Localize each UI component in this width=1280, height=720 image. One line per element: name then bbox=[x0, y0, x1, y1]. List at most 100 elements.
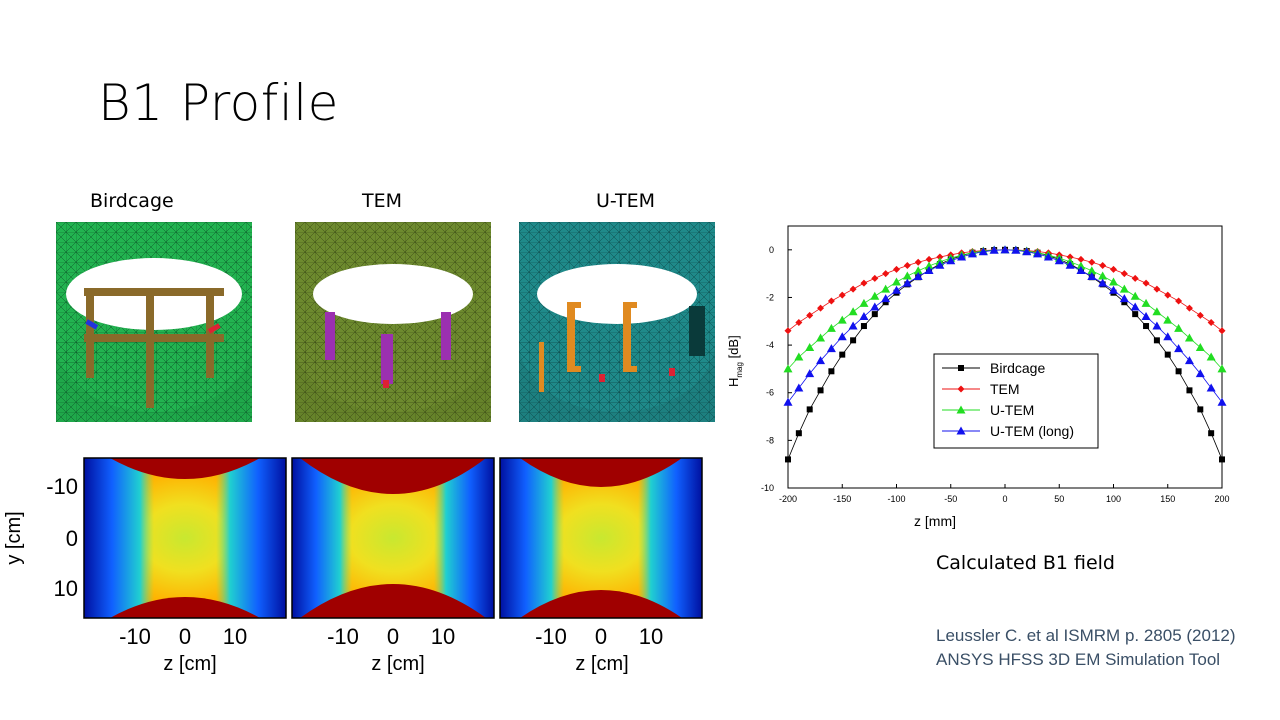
chart-point-s1 bbox=[1208, 430, 1215, 437]
chart-point-s4 bbox=[1098, 278, 1108, 287]
chart-point-s2 bbox=[1207, 318, 1215, 326]
chart-point-s4 bbox=[1119, 294, 1129, 303]
chart-point-s3 bbox=[913, 266, 923, 275]
chart-point-s3 bbox=[1206, 352, 1216, 361]
chart-point-s2 bbox=[817, 304, 825, 312]
map-ytick-2: 0 bbox=[66, 526, 78, 551]
chart-point-s4 bbox=[902, 278, 912, 287]
chart-point-s4 bbox=[1163, 332, 1173, 341]
chart-legend-label: TEM bbox=[990, 381, 1020, 397]
chart-point-s2 bbox=[1066, 253, 1074, 261]
chart-point-s3 bbox=[881, 284, 891, 293]
chart-point-s4 bbox=[1065, 260, 1075, 269]
map2-xtick-2: 0 bbox=[387, 624, 399, 649]
chart-point-s2 bbox=[827, 297, 835, 305]
chart-ytick-label: -6 bbox=[766, 388, 774, 398]
map-ylabel: y [cm] bbox=[3, 511, 25, 564]
chart-point-s3 bbox=[1217, 364, 1227, 373]
chart-point-s4 bbox=[837, 332, 847, 341]
chart-legend-label: U-TEM (long) bbox=[990, 423, 1074, 439]
chart-point-s2 bbox=[1120, 270, 1128, 278]
chart-point-s4 bbox=[913, 271, 923, 280]
chart-point-s1 bbox=[828, 368, 835, 375]
chart-point-s2 bbox=[882, 270, 890, 278]
chart-legend-marker bbox=[957, 385, 965, 393]
chart-point-s1 bbox=[817, 387, 824, 394]
chart-point-s1 bbox=[1219, 456, 1225, 463]
chart-point-s2 bbox=[903, 262, 911, 270]
chart-point-s1 bbox=[882, 299, 889, 306]
chart-point-s1 bbox=[1197, 406, 1204, 413]
chart-legend-marker bbox=[956, 405, 966, 414]
chart-point-s3 bbox=[1195, 342, 1205, 351]
b1-line-chart: -200 -150 -100 -50 0 50 100 150 200 0 -2 -4 -6 -8 -10 z… bbox=[720, 218, 1240, 538]
map1-xlabel: z [cm] bbox=[163, 653, 216, 675]
chart-point-s2 bbox=[1099, 262, 1107, 270]
coil-label-birdcage: Birdcage bbox=[90, 190, 174, 212]
chart-point-s4 bbox=[859, 312, 869, 321]
chart-point-s2 bbox=[1175, 297, 1183, 305]
chart-point-s4 bbox=[1217, 397, 1227, 406]
map2-xlabel: z [cm] bbox=[371, 653, 424, 675]
chart-point-s2 bbox=[871, 274, 879, 282]
chart-point-s4 bbox=[805, 369, 815, 378]
chart-point-s2 bbox=[838, 291, 846, 299]
chart-point-s3 bbox=[1076, 261, 1086, 270]
chart-point-s2 bbox=[806, 311, 814, 319]
chart-caption: Calculated B1 field bbox=[936, 552, 1115, 574]
chart-point-s4 bbox=[1206, 383, 1216, 392]
chart-point-s1 bbox=[1186, 387, 1193, 394]
chart-point-s4 bbox=[1130, 302, 1140, 311]
chart-ylabel: Hmag [dB] bbox=[726, 335, 744, 387]
chart-point-s4 bbox=[1109, 285, 1118, 294]
chart-point-s4 bbox=[1000, 245, 1010, 254]
chart-xtick-label: 50 bbox=[1054, 494, 1064, 504]
chart-point-s4 bbox=[1054, 256, 1064, 265]
chart-ytick-label: -8 bbox=[766, 435, 774, 445]
field-map-tem bbox=[291, 457, 495, 619]
chart-point-s3 bbox=[826, 323, 836, 332]
field-map-birdcage bbox=[83, 457, 287, 619]
chart-point-s4 bbox=[1087, 271, 1097, 280]
chart-point-s2 bbox=[1131, 274, 1139, 282]
chart-point-s1 bbox=[850, 337, 857, 344]
chart-point-s3 bbox=[1152, 307, 1162, 316]
chart-point-s4 bbox=[870, 302, 880, 311]
chart-point-s2 bbox=[1088, 258, 1096, 266]
chart-legend-label: U-TEM bbox=[990, 402, 1034, 418]
chart-point-s3 bbox=[837, 315, 847, 324]
chart-xtick-label: -150 bbox=[833, 494, 851, 504]
chart-point-s4 bbox=[946, 256, 956, 265]
chart-point-s4 bbox=[1043, 252, 1053, 261]
chart-point-s3 bbox=[794, 352, 804, 361]
map1-xtick-3: 10 bbox=[223, 624, 247, 649]
chart-point-s2 bbox=[1110, 265, 1117, 273]
map-ytick-1: -10 bbox=[46, 474, 78, 499]
chart-point-s4 bbox=[783, 397, 793, 406]
field-map-utem bbox=[499, 457, 703, 619]
chart-point-s4 bbox=[989, 245, 999, 254]
chart-point-s1 bbox=[795, 430, 802, 437]
chart-point-s2 bbox=[1218, 327, 1226, 335]
chart-point-s3 bbox=[1174, 323, 1184, 332]
map2-xtick-3: 10 bbox=[431, 624, 455, 649]
map-ytick-3: 10 bbox=[54, 576, 78, 601]
chart-point-s1 bbox=[871, 311, 878, 318]
chart-point-s2 bbox=[1164, 291, 1172, 299]
chart-xtick-label: 200 bbox=[1214, 494, 1229, 504]
chart-point-s3 bbox=[859, 298, 869, 307]
chart-point-s2 bbox=[936, 253, 944, 261]
chart-legend-label: Birdcage bbox=[990, 360, 1045, 376]
chart-point-s4 bbox=[1076, 266, 1086, 275]
chart-point-s4 bbox=[1195, 369, 1205, 378]
chart-ytick-label: -10 bbox=[761, 483, 774, 493]
chart-point-s4 bbox=[924, 266, 934, 275]
chart-point-s2 bbox=[849, 285, 857, 293]
b1-field-maps: y [cm] -10 0 10 -10 0 10 z [cm] -10 0 10… bbox=[0, 450, 720, 680]
map1-xtick-2: 0 bbox=[179, 624, 191, 649]
chart-point-s4 bbox=[1174, 344, 1184, 353]
chart-point-s4 bbox=[816, 356, 826, 365]
chart-ytick-label: -2 bbox=[766, 292, 774, 302]
chart-point-s1 bbox=[1153, 337, 1160, 344]
chart-point-s3 bbox=[1184, 333, 1194, 342]
